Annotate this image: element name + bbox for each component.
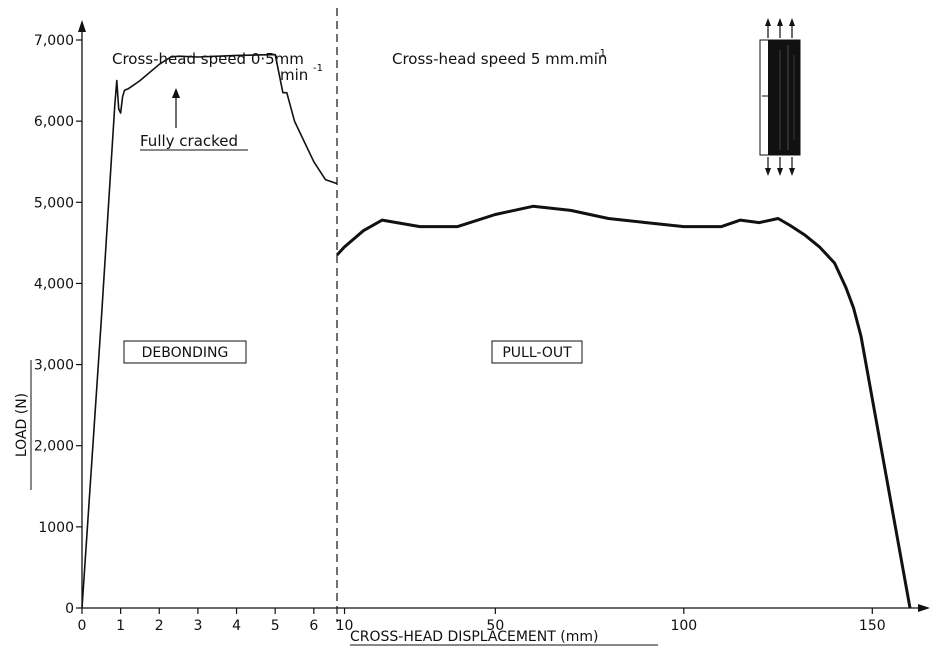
x-tick-label: 100: [670, 618, 697, 634]
x-tick-label: 0: [78, 618, 87, 634]
y-tick-label: 1000: [38, 520, 74, 536]
y-axis-label: LOAD (N): [14, 393, 30, 457]
y-tick-label: 4,000: [34, 276, 74, 292]
speed-annotation-right: Cross-head speed 5 mm.min: [392, 50, 607, 68]
x-tick-label: 5: [271, 618, 280, 634]
y-axis-arrow: [78, 20, 86, 32]
x-tick-label: 10: [336, 618, 354, 634]
y-tick-label: 0: [65, 601, 74, 617]
fully-cracked-arrowhead: [172, 88, 180, 98]
debonding-label: DEBONDING: [142, 345, 229, 361]
x-tick-label: 2: [155, 618, 164, 634]
y-tick-label: 3,000: [34, 358, 74, 374]
speed-annotation-left: Cross-head speed 0·5mm: [112, 50, 304, 68]
fully-cracked-label: Fully cracked: [140, 132, 238, 150]
speed-annotation-left-exponent: -1: [313, 63, 323, 74]
debonding-load-curve: [81, 53, 338, 609]
pullout-label-box: [491, 340, 583, 364]
y-tick-label: 6,000: [34, 114, 74, 130]
pullout-label: PULL-OUT: [502, 345, 572, 361]
pullout-load-curve: [335, 204, 912, 609]
y-tick-label: 5,000: [34, 195, 74, 211]
x-axis-arrow: [918, 604, 930, 612]
y-tick-label: 7,000: [34, 33, 74, 49]
x-tick-label: 3: [193, 618, 202, 634]
x-axis-label: CROSS-HEAD DISPLACEMENT (mm): [350, 629, 598, 645]
debonding-label-box: [123, 340, 247, 364]
x-tick-label: 150: [859, 618, 886, 634]
specimen-diagram: [759, 18, 801, 176]
y-tick-label: 2,000: [34, 439, 74, 455]
x-tick-label: 50: [486, 618, 504, 634]
x-tick-label: 4: [232, 618, 241, 634]
x-tick-label: 6: [309, 618, 318, 634]
x-tick-label: 1: [116, 618, 125, 634]
speed-annotation-left-unit: min: [280, 66, 308, 84]
speed-annotation-right-exponent: -1: [596, 48, 606, 59]
